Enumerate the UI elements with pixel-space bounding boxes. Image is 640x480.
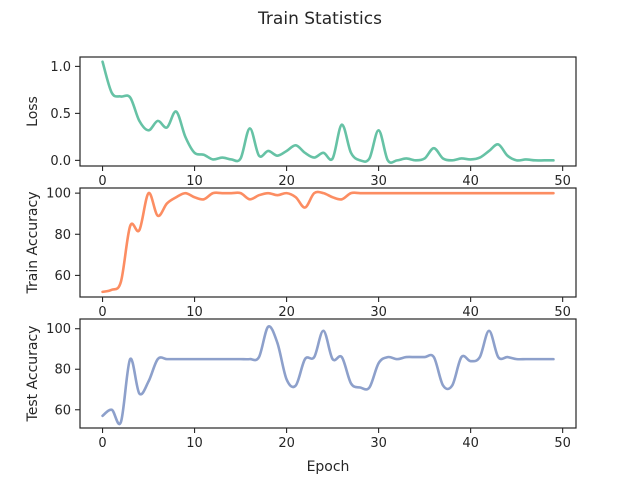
test-accuracy-y-tick-label: 100 [46,322,71,337]
test-accuracy-x-tick-label: 0 [98,436,106,451]
train-accuracy-y-tick-label: 100 [46,187,71,202]
train-accuracy-y-tick-label: 80 [54,228,71,243]
loss-x-tick-label: 0 [98,174,106,189]
loss-panel: 0 10 20 30 40 50 0.0 0.5 1.0 Loss [25,56,577,189]
loss-x-tick-label: 10 [186,174,203,189]
train-accuracy-x-tick-label: 0 [98,305,106,320]
test-accuracy-axes-frame [79,318,577,429]
test-accuracy-panel: 0 10 20 30 40 50 60 80 100 Test Accuracy Epoch [25,318,577,475]
train-accuracy-x-tick-label: 40 [462,305,479,320]
train-accuracy-y-axis-label: Train Accuracy [25,192,41,295]
test-accuracy-x-tick-label: 30 [370,436,387,451]
train-accuracy-x-tick-label: 50 [554,305,571,320]
test-accuracy-x-tick-label: 20 [278,436,295,451]
train-accuracy-y-tick-label: 60 [54,269,71,284]
loss-y-tick-label: 0.5 [50,107,71,122]
test-accuracy-series-line [101,325,555,426]
loss-y-tick-label: 1.0 [50,60,71,75]
loss-y-axis-label: Loss [25,96,41,127]
test-accuracy-y-tick-label: 60 [54,403,71,418]
test-accuracy-x-tick-label: 10 [186,436,203,451]
figure-title: Train Statistics [257,9,382,29]
subplots: 0 10 20 30 40 50 0.0 0.5 1.0 Loss 0 10 20 30 40 50 60 80 1… [25,56,577,475]
train-accuracy-axes-frame [79,187,577,298]
train-accuracy-x-tick-label: 30 [370,305,387,320]
loss-x-tick-label: 40 [462,174,479,189]
train-accuracy-x-tick-label: 10 [186,305,203,320]
test-accuracy-y-tick-label: 80 [54,363,71,378]
loss-series-line [101,60,555,164]
train-accuracy-panel: 0 10 20 30 40 50 60 80 100 Train Accuracy [25,187,577,320]
test-accuracy-y-axis-label: Test Accuracy [25,326,41,423]
test-accuracy-x-tick-label: 40 [462,436,479,451]
loss-y-tick-label: 0.0 [50,154,71,169]
loss-x-tick-label: 30 [370,174,387,189]
loss-x-tick-label: 20 [278,174,295,189]
test-accuracy-x-tick-label: 50 [554,436,571,451]
test-accuracy-x-axis-label: Epoch [307,459,350,475]
loss-x-tick-label: 50 [554,174,571,189]
train-accuracy-series-line [101,190,555,294]
loss-axes-frame [79,56,577,167]
train-accuracy-x-tick-label: 20 [278,305,295,320]
